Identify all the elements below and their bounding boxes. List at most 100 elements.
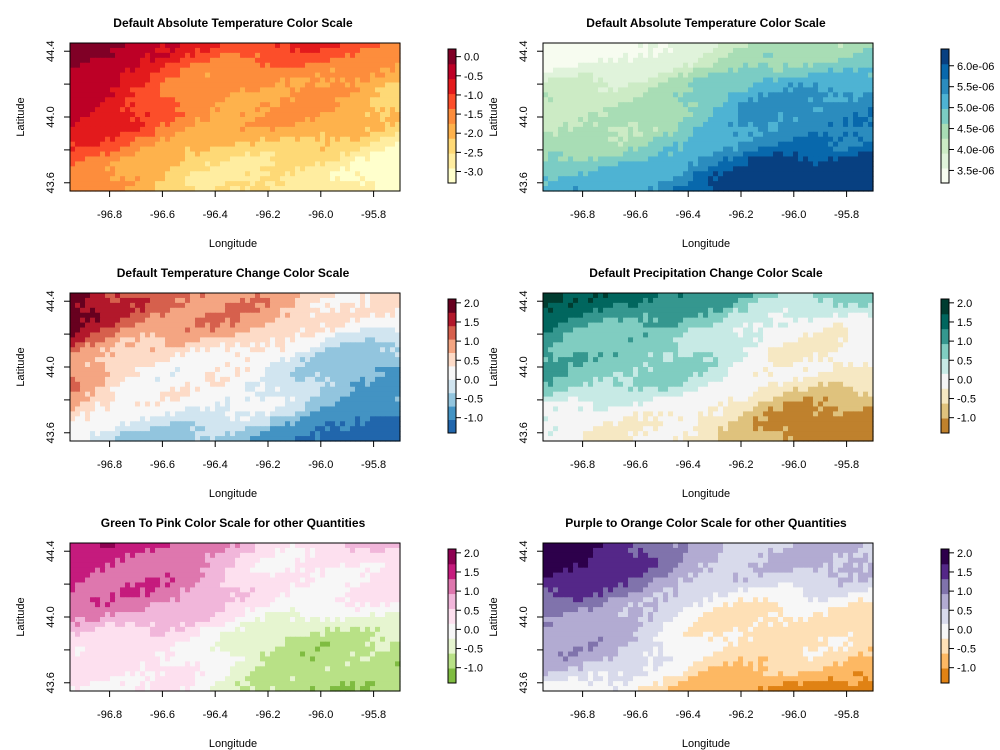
heatmap-cell xyxy=(180,337,186,343)
heatmap-cell xyxy=(788,77,794,84)
heatmap-cell xyxy=(70,72,76,79)
heatmap-cell xyxy=(200,297,206,304)
heatmap-cell xyxy=(608,102,614,108)
heatmap-cell xyxy=(698,47,704,54)
heatmap-cell xyxy=(240,67,246,74)
heatmap-cell xyxy=(813,97,819,103)
heatmap-cell xyxy=(823,77,829,84)
heatmap-cell xyxy=(75,112,81,118)
heatmap-cell xyxy=(628,77,634,84)
heatmap-cell xyxy=(813,146,819,153)
heatmap-cell xyxy=(75,121,81,128)
heatmap-cell xyxy=(628,161,634,167)
heatmap-cell xyxy=(295,136,301,143)
heatmap-cell xyxy=(793,176,799,182)
heatmap-cell xyxy=(130,62,136,69)
heatmap-cell xyxy=(160,43,166,49)
heatmap-cell xyxy=(95,136,101,143)
heatmap-cell xyxy=(250,52,256,59)
heatmap-cell xyxy=(798,186,804,192)
heatmap-cell xyxy=(190,72,196,79)
heatmap-cell xyxy=(355,82,361,88)
heatmap-cell xyxy=(663,161,669,167)
heatmap-cell xyxy=(563,131,569,138)
heatmap-cell xyxy=(573,136,579,143)
chart-panel-1: Default Absolute Temperature Color Scale… xyxy=(15,16,483,250)
heatmap-cell xyxy=(390,337,396,343)
heatmap-cell xyxy=(170,92,176,98)
heatmap-cell xyxy=(643,77,649,84)
heatmap-cell xyxy=(653,117,659,123)
heatmap-cell xyxy=(618,171,624,177)
heatmap-cell xyxy=(703,72,709,79)
heatmap-cell xyxy=(578,82,584,88)
heatmap-cell xyxy=(618,146,624,153)
heatmap-cell xyxy=(598,161,604,167)
heatmap-cell xyxy=(803,97,809,103)
heatmap-cell xyxy=(125,342,131,348)
heatmap-cell xyxy=(828,102,834,108)
heatmap-cell xyxy=(295,161,301,167)
heatmap-cell xyxy=(853,141,859,148)
heatmap-cell xyxy=(390,97,396,103)
heatmap-cell xyxy=(225,186,231,192)
heatmap-cell xyxy=(843,97,849,103)
heatmap-cell xyxy=(195,141,201,148)
heatmap-cell xyxy=(280,136,286,143)
heatmap-cell xyxy=(285,332,291,338)
heatmap-cell xyxy=(270,47,276,54)
heatmap-cell xyxy=(848,112,854,118)
heatmap-cell xyxy=(733,47,739,54)
heatmap-cell xyxy=(748,161,754,167)
heatmap-cell xyxy=(853,97,859,103)
heatmap-cell xyxy=(220,121,226,128)
heatmap-cell xyxy=(270,176,276,182)
heatmap-cell xyxy=(355,156,361,162)
heatmap-cell xyxy=(803,52,809,59)
heatmap-cell xyxy=(563,107,569,113)
heatmap-cell xyxy=(628,112,634,118)
heatmap-cell xyxy=(828,176,834,182)
heatmap-cell xyxy=(713,117,719,123)
heatmap-cell xyxy=(828,181,834,187)
heatmap-cell xyxy=(180,166,186,172)
heatmap-cell xyxy=(205,92,211,98)
heatmap-cell xyxy=(813,82,819,88)
heatmap-cell xyxy=(375,302,381,309)
heatmap-cell xyxy=(863,72,869,79)
heatmap-cell xyxy=(723,156,729,162)
heatmap-cell xyxy=(130,102,136,108)
heatmap-cell xyxy=(305,312,311,319)
heatmap-cell xyxy=(125,102,131,108)
heatmap-cell xyxy=(808,146,814,153)
heatmap-cell xyxy=(703,87,709,93)
heatmap-cell xyxy=(265,307,271,314)
heatmap-cell xyxy=(773,112,779,118)
heatmap-cell xyxy=(75,126,81,133)
heatmap-cell xyxy=(350,141,356,148)
heatmap-cell xyxy=(788,117,794,123)
heatmap-cell xyxy=(215,102,221,108)
heatmap-cell xyxy=(390,332,396,338)
heatmap-cell xyxy=(638,121,644,128)
heatmap-cell xyxy=(818,77,824,84)
heatmap-cell xyxy=(385,136,391,143)
heatmap-cell xyxy=(345,357,351,363)
heatmap-cell xyxy=(753,146,759,153)
heatmap-cell xyxy=(793,87,799,93)
heatmap-cell xyxy=(708,141,714,148)
heatmap-cell xyxy=(568,107,574,113)
heatmap-cell xyxy=(145,97,151,103)
heatmap-cell xyxy=(70,57,76,64)
heatmap-cell xyxy=(618,136,624,143)
heatmap-cell xyxy=(325,161,331,167)
heatmap-cell xyxy=(355,297,361,304)
heatmap-cell xyxy=(240,342,246,348)
heatmap-cell xyxy=(673,166,679,172)
heatmap-cell xyxy=(85,342,91,348)
heatmap-cell xyxy=(105,347,111,353)
heatmap-cell xyxy=(75,342,81,348)
heatmap-cell xyxy=(573,171,579,177)
heatmap-cell xyxy=(70,166,76,172)
heatmap-cell xyxy=(185,126,191,133)
